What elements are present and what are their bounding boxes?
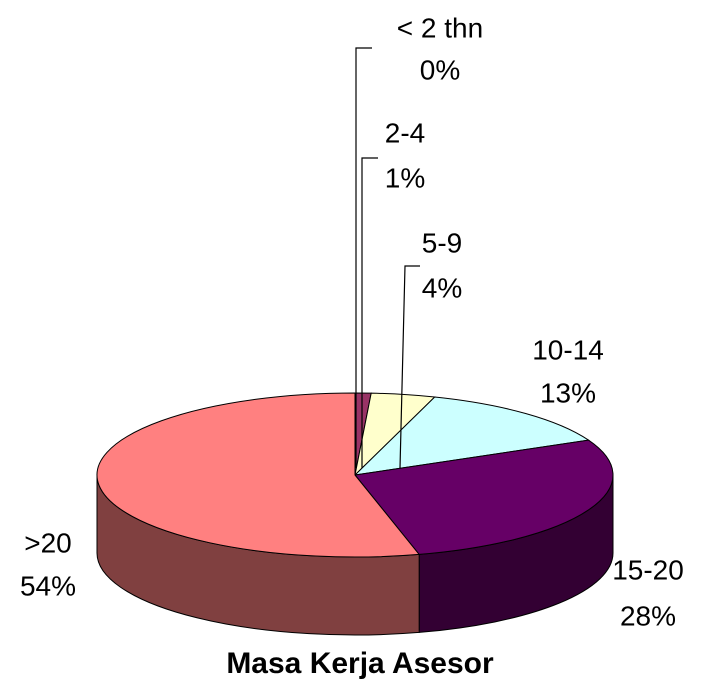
slice-value-label: 54%: [20, 570, 76, 601]
slice-value-label: 28%: [620, 600, 676, 631]
slice-label: >20: [24, 527, 72, 558]
slice-value-label: 4%: [422, 272, 462, 303]
slice-label: 5-9: [422, 227, 462, 258]
leader-line: [361, 157, 378, 468]
slice-value-label: 13%: [540, 377, 596, 408]
slice: [96, 392, 421, 558]
leader-line: [399, 265, 420, 469]
slice-label: 15-20: [612, 554, 684, 585]
slice-label: 2-4: [385, 117, 425, 148]
slice-value-label: 1%: [385, 162, 425, 193]
slice: [353, 396, 590, 476]
slice-label: 10-14: [532, 334, 604, 365]
slice-label: < 2 thn: [397, 12, 483, 43]
slice: [354, 439, 614, 555]
leader-line: [355, 47, 372, 468]
slice-value-label: 0%: [420, 54, 460, 85]
chart-title: Masa Kerja Asesor: [226, 647, 494, 680]
